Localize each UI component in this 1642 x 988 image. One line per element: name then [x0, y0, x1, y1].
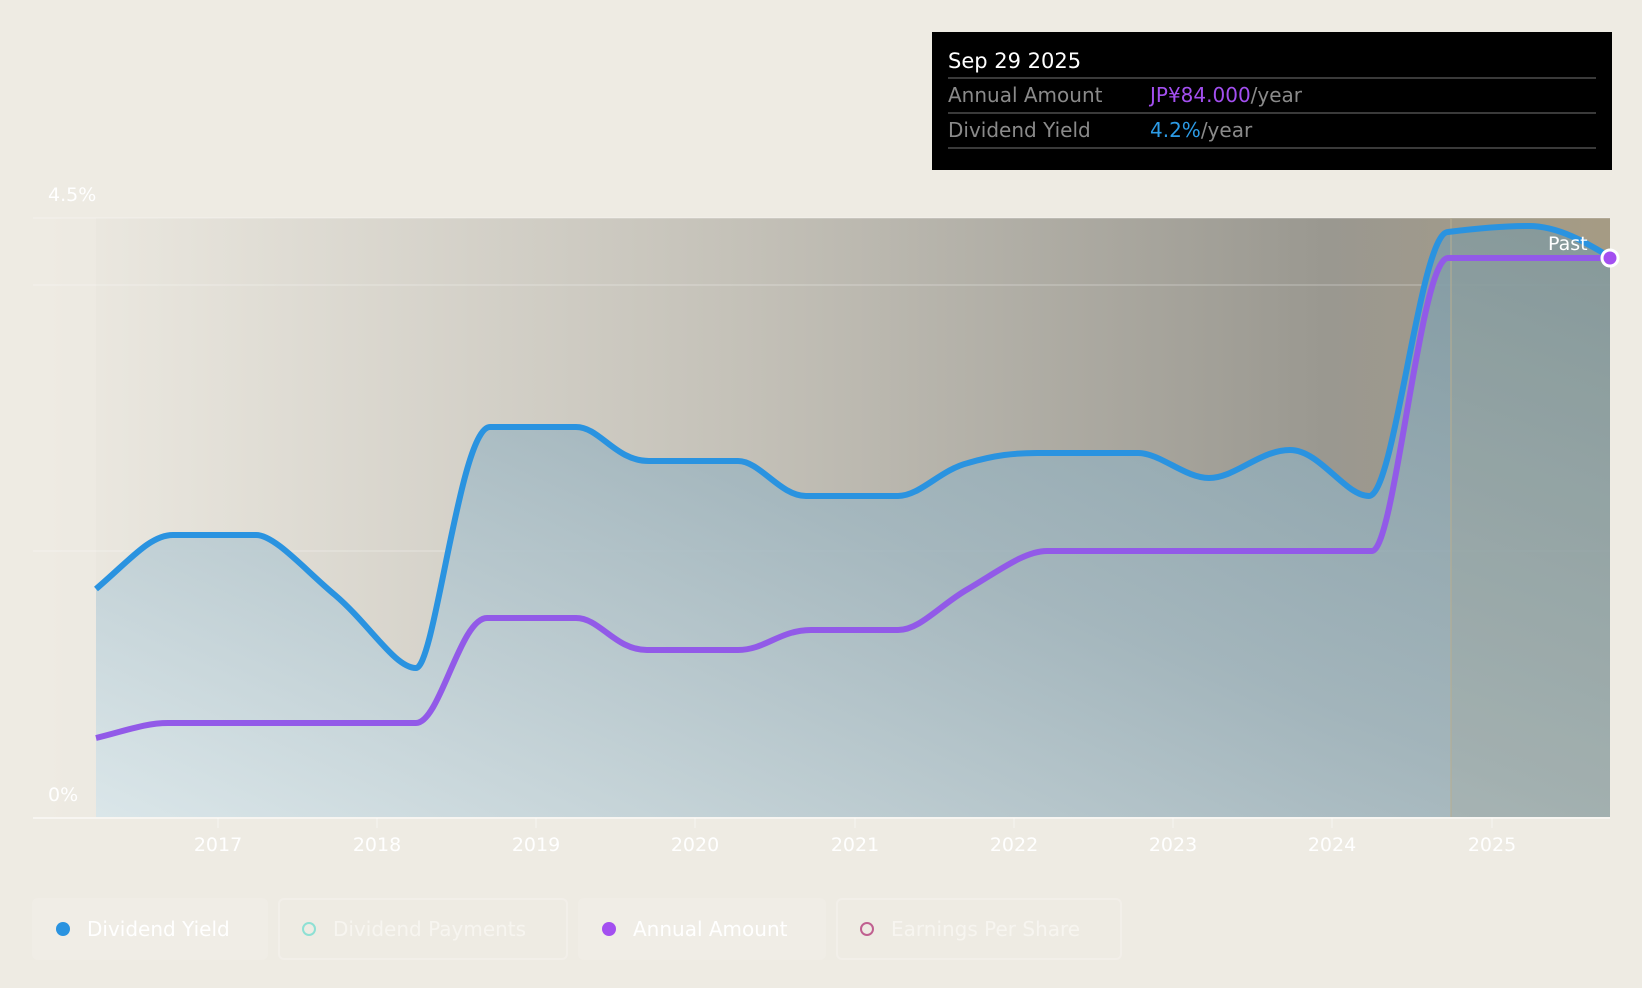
legend-label: Dividend Yield: [87, 917, 230, 941]
plot-left-pad: [33, 218, 96, 817]
tooltip-row-dividend-yield: Dividend Yield 4.2% /year: [948, 114, 1596, 149]
x-label-2022: 2022: [990, 834, 1038, 856]
legend-dividend-yield[interactable]: Dividend Yield: [32, 898, 268, 960]
legend-label: Annual Amount: [633, 917, 788, 941]
tooltip-unit: /year: [1250, 83, 1303, 107]
tooltip-value: JP¥84.000: [1150, 83, 1251, 107]
legend-earnings-per-share[interactable]: Earnings Per Share: [836, 898, 1122, 960]
legend: Dividend Yield Dividend Payments Annual …: [32, 898, 1122, 960]
x-label-2018: 2018: [353, 834, 401, 856]
dividend-yield-line: [94, 223, 1612, 671]
x-label-2023: 2023: [1149, 834, 1197, 856]
dividend-yield-area: [96, 226, 1610, 817]
x-label-2017: 2017: [194, 834, 242, 856]
dividend-yield-dot-icon: [56, 922, 70, 936]
tooltip: Sep 29 2025 Annual Amount JP¥84.000 /yea…: [932, 32, 1612, 170]
x-label-2019: 2019: [512, 834, 560, 856]
past-region-shade: [1451, 218, 1610, 817]
x-label-2025: 2025: [1468, 834, 1516, 856]
annual-amount-line: [95, 255, 1610, 741]
tooltip-date: Sep 29 2025: [948, 46, 1596, 79]
x-axis-ticks: [217, 818, 1493, 828]
earnings-per-share-ring-icon: [860, 922, 874, 936]
tooltip-value: 4.2%: [1150, 118, 1201, 142]
y-axis-bottom-label: 0%: [48, 784, 78, 806]
legend-dividend-payments[interactable]: Dividend Payments: [278, 898, 568, 960]
x-label-2021: 2021: [831, 834, 879, 856]
x-label-2024: 2024: [1308, 834, 1356, 856]
past-label: Past: [1548, 233, 1588, 255]
annual-amount-dot-icon: [602, 922, 616, 936]
dividend-payments-ring-icon: [302, 922, 316, 936]
legend-annual-amount[interactable]: Annual Amount: [578, 898, 826, 960]
current-point-marker[interactable]: [1600, 248, 1620, 268]
x-axis-labels: 2017 2018 2019 2020 2021 2022 2023 2024 …: [194, 834, 1516, 856]
tooltip-label: Annual Amount: [948, 83, 1103, 107]
x-label-2020: 2020: [671, 834, 719, 856]
tooltip-unit: /year: [1200, 118, 1253, 142]
legend-label: Earnings Per Share: [891, 917, 1081, 941]
tooltip-row-annual-amount: Annual Amount JP¥84.000 /year: [948, 79, 1596, 114]
y-axis-top-label: 4.5%: [48, 184, 96, 206]
tooltip-label: Dividend Yield: [948, 118, 1091, 142]
legend-label: Dividend Payments: [333, 917, 527, 941]
